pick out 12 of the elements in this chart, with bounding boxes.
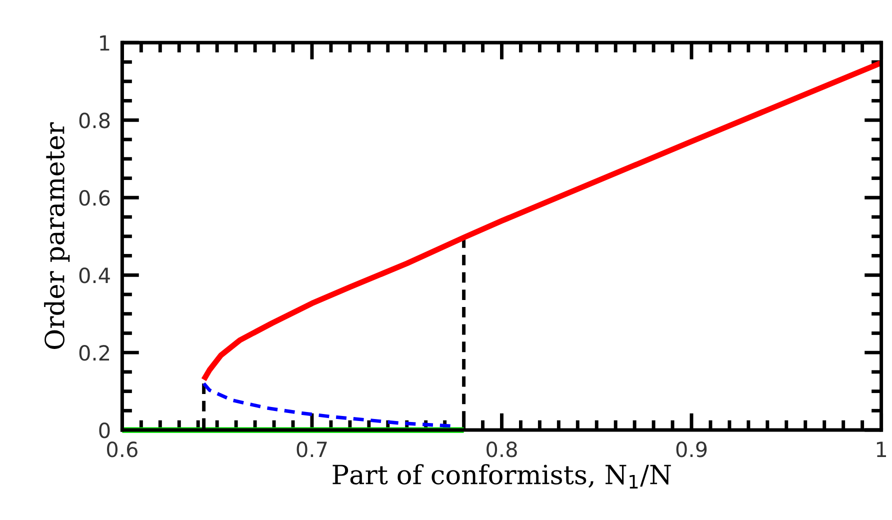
y-tick-label: 0 (99, 422, 110, 438)
x-tick-label: 0.8 (486, 442, 517, 458)
y-tick-label: 0.4 (79, 268, 110, 284)
x-axis-title: Part of conformists, N$_{1}$/N (332, 464, 671, 488)
y-tick-label: 1 (100, 35, 110, 51)
y-tick-label: 0.6 (79, 190, 110, 206)
x-tick-label: 0.7 (296, 442, 327, 458)
y-axis-title: Order parameter (44, 122, 70, 349)
x-tick-label: 1 (876, 442, 886, 457)
y-tick-label: 0.2 (79, 345, 110, 361)
y-tick-label: 0.8 (79, 112, 110, 128)
x-tick-label: 0.9 (676, 442, 707, 458)
